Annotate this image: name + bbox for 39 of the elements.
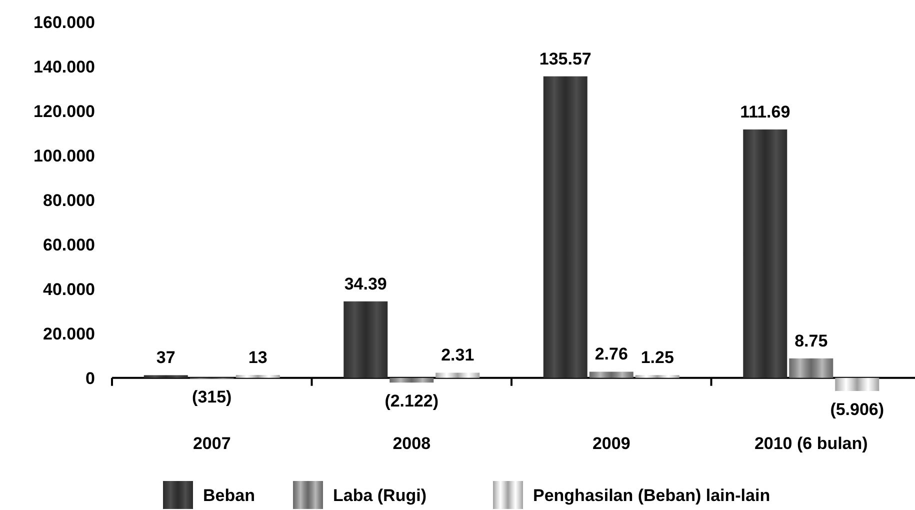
data-label: 2.31 [441, 346, 474, 365]
x-tick-label: 2007 [192, 434, 231, 453]
x-tick-label: 2010 (6 bulan) [754, 434, 868, 453]
bar [589, 372, 634, 378]
y-tick-label: 160.000 [34, 12, 95, 32]
legend-label: Laba (Rugi) [333, 486, 426, 505]
annotation: (315) [192, 388, 232, 407]
bar [743, 129, 788, 378]
bar [835, 378, 880, 391]
bar [436, 372, 480, 378]
annotation: 13 [248, 348, 268, 367]
bar [789, 358, 834, 378]
legend-label: Penghasilan (Beban) lain-lain [533, 486, 770, 505]
data-label: (2.122) [384, 392, 439, 411]
legend-label: Beban [203, 486, 255, 505]
y-tick-label: 0 [86, 368, 95, 388]
bar [344, 301, 388, 378]
data-label: 34.39 [344, 274, 387, 294]
bar [390, 378, 434, 383]
y-tick-label: 120.000 [34, 102, 95, 121]
bar [543, 76, 588, 378]
y-tick-label: 60.000 [43, 235, 95, 254]
data-label: 135.57 [539, 49, 592, 68]
y-tick-label: 20.000 [43, 324, 95, 344]
data-label: 111.69 [740, 102, 790, 122]
x-tick-label: 2009 [592, 434, 630, 453]
y-tick-label: 100.000 [34, 146, 95, 166]
annotation: 37 [156, 348, 176, 368]
bar [144, 375, 188, 378]
y-tick-label: 40.000 [43, 280, 95, 299]
data-label: (5.906) [830, 400, 884, 419]
data-label: 2.76 [594, 344, 628, 364]
x-tick-label: 2008 [392, 434, 431, 453]
bar [236, 374, 280, 378]
y-tick-label: 140.000 [34, 57, 95, 76]
y-tick-label: 80.000 [43, 190, 95, 210]
data-label: 8.75 [794, 331, 828, 350]
data-label: 1.25 [640, 348, 674, 368]
bar [635, 375, 680, 378]
